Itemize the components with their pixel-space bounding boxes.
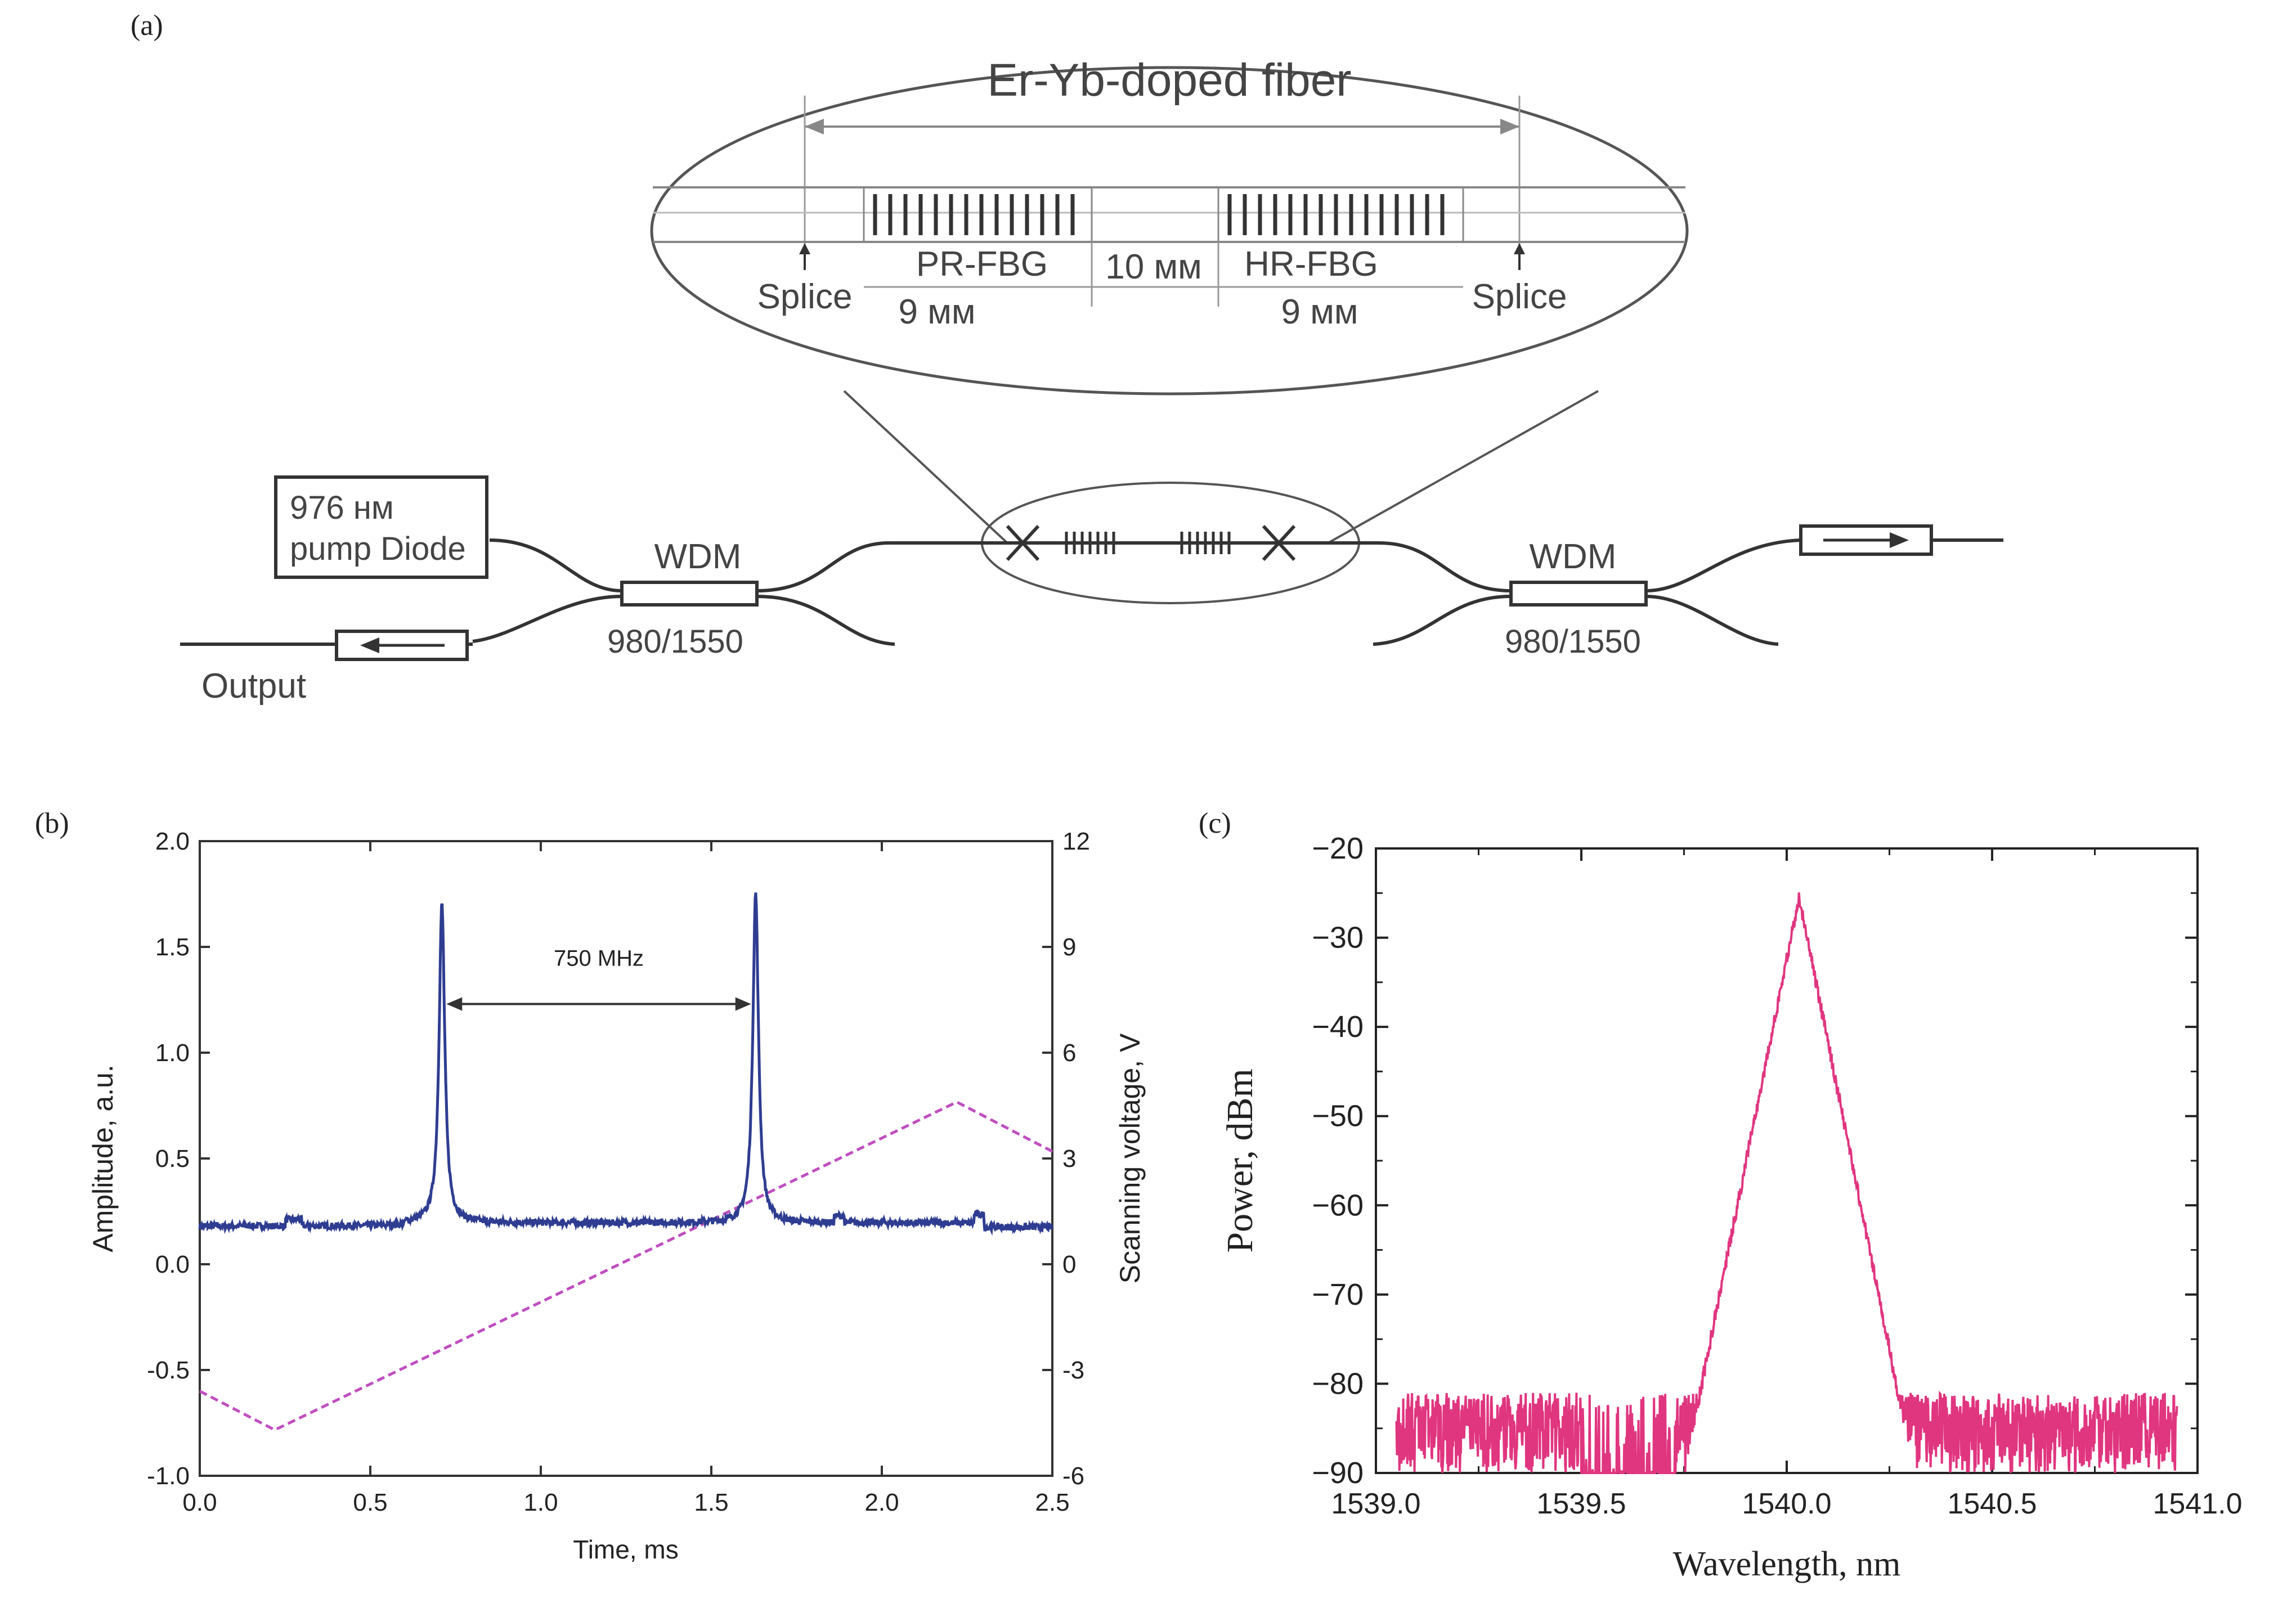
pr-fbg-block — [863, 186, 1093, 243]
x-tick-label: 1540.5 — [1947, 1488, 2037, 1520]
isolator-left-arrow-icon — [360, 637, 379, 653]
y2-tick-label: -6 — [1062, 1462, 1084, 1490]
x-tick-label: 0.5 — [353, 1489, 387, 1516]
panel-b-label: (b) — [35, 807, 69, 839]
y-tick-label: -0.5 — [147, 1357, 190, 1384]
y2-tick-label: -3 — [1062, 1357, 1084, 1384]
hr-length-label: 9 мм — [1281, 293, 1358, 331]
y2-tick-label: 12 — [1062, 828, 1090, 855]
wdm-left-to-fiber — [756, 541, 890, 592]
chart-b-annotation: 750 MHz — [446, 946, 751, 1011]
y-tick-label: −70 — [1312, 1278, 1364, 1311]
y-tick-label: 0.0 — [155, 1251, 190, 1278]
x-tick-label: 1.5 — [694, 1489, 728, 1516]
y-tick-label: −20 — [1312, 832, 1364, 865]
annotation-text: 750 MHz — [554, 946, 644, 971]
hr-fbg-grating — [1227, 194, 1445, 235]
fiber-length-arrow-right — [1500, 119, 1519, 134]
fiber-length-arrow-left — [805, 119, 824, 134]
chart-c-ylabel: Power, dBm — [1219, 1068, 1261, 1252]
x-tick-label: 1540.0 — [1742, 1488, 1831, 1520]
y-tick-label: −50 — [1312, 1099, 1364, 1133]
y-tick-label: −90 — [1312, 1456, 1364, 1490]
wdm-right-label: WDM — [1530, 537, 1617, 576]
panel-a: (a) Er-Yb-doped fiber Splice Splice PR-F… — [131, 10, 2003, 706]
pump-label-line1: 976 нм — [290, 489, 394, 526]
x-tick-label: 2.0 — [864, 1489, 899, 1516]
annotation-arrowhead-right — [735, 997, 751, 1011]
chart-b-frame — [199, 840, 1053, 1477]
zoom-line-right — [1328, 390, 1599, 544]
splice-right-label: Splice — [1472, 277, 1567, 316]
y2-tick-label: 3 — [1062, 1145, 1076, 1173]
wdm-right-lower-out — [1645, 595, 1779, 646]
chart-c-xlabel: Wavelength, nm — [1673, 1545, 1901, 1583]
y-tick-label: −80 — [1312, 1367, 1364, 1400]
gap-length-label: 10 мм — [1105, 248, 1201, 286]
splice-mark-right — [1262, 524, 1296, 562]
x-tick-label: 2.5 — [1035, 1489, 1069, 1516]
y-tick-label: −60 — [1312, 1188, 1364, 1222]
pump-diode-box — [274, 475, 488, 579]
panel-c: (c) 1539.0 1539.5 1540.0 1540.5 1541.0 −20 −30… — [1199, 807, 2243, 1583]
output-label: Output — [201, 667, 306, 706]
x-tick-label: 1541.0 — [2152, 1488, 2242, 1520]
chart-c-power-line — [1395, 892, 2178, 1474]
wdm-left-spec: 980/1550 — [607, 623, 743, 660]
y-tick-label: 0.5 — [155, 1145, 190, 1173]
wdm-right-spec: 980/1550 — [1505, 623, 1641, 660]
panel-a-label: (a) — [131, 10, 163, 42]
pr-length-label: 9 мм — [899, 293, 976, 331]
y-tick-label: −40 — [1312, 1010, 1364, 1044]
pump-fiber — [489, 538, 622, 592]
y2-tick-label: 0 — [1062, 1251, 1076, 1278]
y2-tick-label: 6 — [1062, 1039, 1076, 1067]
y-tick-label: -1.0 — [147, 1462, 190, 1490]
wdm-left-lower-out — [756, 595, 895, 646]
pr-fbg-grating — [873, 194, 1075, 235]
x-tick-label: 1539.5 — [1536, 1488, 1626, 1520]
chart-b-amplitude-line — [198, 892, 1053, 1236]
annotation-arrowhead-left — [446, 997, 463, 1011]
chart-b-ylabel: Amplitude, a.u. — [87, 1064, 119, 1252]
chart-c-frame — [1375, 847, 2199, 1474]
chart-b-y2label: Scanning voltage, V — [1114, 1033, 1146, 1283]
splice-left-label: Splice — [757, 277, 853, 316]
fiber-to-wdm-right — [1378, 541, 1512, 592]
x-tick-label: 1539.0 — [1331, 1488, 1420, 1520]
panel-b: (b) 0.0 0.5 1.0 1.5 2.0 2.5 -1.0 -0.5 0.0 0.5 1.0 1… — [35, 807, 1146, 1564]
zoom-title: Er-Yb-doped fiber — [987, 55, 1351, 106]
splice-arrowhead-left — [799, 243, 810, 254]
y-tick-label: 2.0 — [155, 828, 190, 855]
wdm-left — [620, 581, 759, 607]
pr-fbg-label: PR-FBG — [916, 245, 1048, 284]
isolator-right-arrow-icon — [1890, 532, 1909, 548]
chart-b-voltage-line — [199, 1100, 1053, 1432]
chart-c-ticks: 1539.0 1539.5 1540.0 1540.5 1541.0 −20 −30 −40 −… — [1312, 832, 2242, 1520]
hr-fbg-block — [1217, 186, 1464, 243]
small-hr-grating — [1180, 532, 1231, 554]
y-tick-label: 1.5 — [155, 933, 190, 961]
small-pr-grating — [1065, 532, 1115, 554]
wdm-left-label: WDM — [654, 537, 742, 576]
wdm-right — [1509, 581, 1648, 607]
x-tick-label: 0.0 — [182, 1489, 217, 1516]
y2-tick-label: 9 — [1062, 933, 1076, 961]
chart-b-ticks: 0.0 0.5 1.0 1.5 2.0 2.5 -1.0 -0.5 0.0 0.5 1.0 1.5 2.… — [147, 828, 1090, 1516]
splice-mark-left — [1006, 524, 1040, 562]
y-tick-label: 1.0 — [155, 1039, 190, 1067]
wdm-right-lower-in — [1373, 595, 1512, 646]
x-tick-label: 1.0 — [523, 1489, 558, 1516]
wdm-right-to-isolator — [1645, 538, 1801, 592]
hr-fbg-label: HR-FBG — [1244, 245, 1378, 284]
splice-arrowhead-right — [1514, 243, 1525, 254]
zoom-ellipse — [650, 66, 1689, 396]
panel-c-label: (c) — [1199, 807, 1231, 839]
zoom-line-left — [843, 390, 1008, 544]
chart-b-xlabel: Time, ms — [573, 1535, 678, 1564]
wdm-left-to-isolator — [472, 595, 622, 643]
pump-label-line2: pump Diode — [290, 531, 466, 567]
y-tick-label: −30 — [1312, 921, 1364, 955]
